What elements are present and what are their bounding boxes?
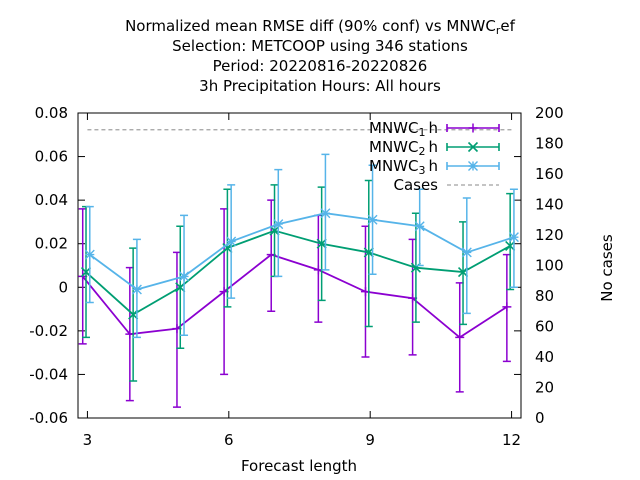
y-tick-label: -0.04 xyxy=(29,365,68,383)
title-text: 3h Precipitation Hours: All hours xyxy=(199,77,441,95)
x-tick-label: 12 xyxy=(502,431,521,449)
y2-tick-label: 0 xyxy=(535,409,545,427)
y2-tick-label: 60 xyxy=(535,318,554,336)
legend-label-tail: h xyxy=(428,138,438,156)
chart-title: Normalized mean RMSE diff (90% conf) vs … xyxy=(125,17,516,95)
title-tail: ef xyxy=(500,17,515,35)
data-point xyxy=(363,247,374,258)
data-point xyxy=(128,309,139,320)
y2-tick-label: 180 xyxy=(535,135,564,153)
y-tick-label: -0.06 xyxy=(29,409,68,427)
data-point xyxy=(457,266,469,278)
data-point xyxy=(273,219,284,230)
legend-label-main: MNWC xyxy=(369,157,418,175)
data-point xyxy=(80,266,92,278)
data-point xyxy=(414,221,425,232)
x-tick-label: 3 xyxy=(83,431,93,449)
legend-label-sub: 2 xyxy=(418,145,425,158)
series-group xyxy=(78,153,519,408)
y-tick-label: 0.08 xyxy=(35,104,68,122)
legend-item: MNWC3 h xyxy=(369,157,500,177)
series-line xyxy=(85,229,511,316)
y-tick-label: -0.02 xyxy=(29,322,68,340)
legend-label: Cases xyxy=(393,176,438,194)
legend-label-sub: 1 xyxy=(418,126,425,139)
title-text: Selection: METCOOP using 346 stations xyxy=(172,37,468,55)
y2-tick-label: 40 xyxy=(535,348,554,366)
data-point xyxy=(222,243,233,254)
series-1 xyxy=(78,199,512,408)
y2-axis-label: No cases xyxy=(598,234,616,302)
data-point xyxy=(468,123,478,133)
title-line: Period: 20220816-20220826 xyxy=(213,57,428,75)
title-line: Normalized mean RMSE diff (90% conf) vs … xyxy=(125,17,516,37)
data-point xyxy=(508,232,519,243)
y-tick-label: 0 xyxy=(58,278,68,296)
data-point xyxy=(226,236,237,247)
legend-label-sub: 3 xyxy=(418,164,425,177)
y2-tick-label: 120 xyxy=(535,226,564,244)
y2-tick-label: 140 xyxy=(535,196,564,214)
legend-label-tail: h xyxy=(428,157,438,175)
legend-label-main: MNWC xyxy=(369,138,418,156)
legend-label: MNWC3 h xyxy=(369,157,438,177)
y-tick-label: 0.02 xyxy=(35,235,68,253)
data-point xyxy=(320,208,331,219)
y2-tick-label: 20 xyxy=(535,379,554,397)
x-axis-label: Forecast length xyxy=(241,457,357,475)
x-tick-label: 6 xyxy=(224,431,234,449)
data-point xyxy=(84,249,95,260)
series-line xyxy=(89,212,515,291)
title-text: Period: 20220816-20220826 xyxy=(213,57,428,75)
y2-tick-label: 200 xyxy=(535,104,564,122)
legend-item: MNWC2 h xyxy=(369,138,500,158)
y2-tick-label: 160 xyxy=(535,165,564,183)
title-subscript: r xyxy=(496,24,501,37)
data-point xyxy=(316,238,327,249)
legend-label-tail: h xyxy=(428,119,438,137)
data-point xyxy=(502,302,512,312)
legend-label: MNWC1 h xyxy=(369,119,438,139)
data-point xyxy=(461,247,472,258)
x-tick-label: 9 xyxy=(365,431,375,449)
data-point xyxy=(179,271,190,282)
legend-label: MNWC2 h xyxy=(369,138,438,158)
data-point xyxy=(455,332,465,342)
title-line: 3h Precipitation Hours: All hours xyxy=(199,77,441,95)
legend-item: MNWC1 h xyxy=(369,119,500,139)
data-point xyxy=(367,214,378,225)
series-2 xyxy=(80,179,516,382)
data-point xyxy=(175,282,186,293)
y2-tick-label: 100 xyxy=(535,257,564,275)
data-point xyxy=(467,141,479,153)
series-3 xyxy=(84,153,519,339)
y2-tick-label: 80 xyxy=(535,287,554,305)
plot-frame xyxy=(77,112,522,419)
legend-item: Cases xyxy=(393,176,499,194)
data-point xyxy=(131,284,142,295)
data-point xyxy=(410,262,421,273)
data-point xyxy=(468,161,478,171)
title-text: Normalized mean RMSE diff (90% conf) vs … xyxy=(125,17,496,35)
legend-label-main: MNWC xyxy=(369,119,418,137)
series-line xyxy=(82,253,508,339)
title-line: Selection: METCOOP using 346 stations xyxy=(172,37,468,55)
y-tick-label: 0.06 xyxy=(35,148,68,166)
y-tick-label: 0.04 xyxy=(35,191,68,209)
data-point xyxy=(505,240,516,251)
data-point xyxy=(269,225,280,236)
